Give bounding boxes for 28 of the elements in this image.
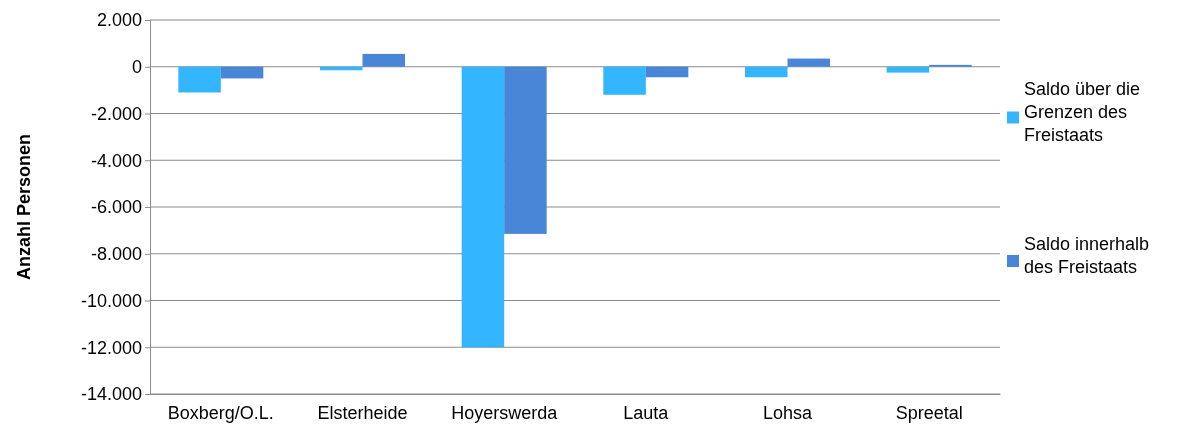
x-tick-label: Lauta <box>623 402 670 423</box>
y-tick-label: -2.000 <box>90 103 142 124</box>
y-tick-label: -12.000 <box>80 337 142 358</box>
y-axis-title: Anzahl Personen <box>14 133 34 281</box>
bar <box>220 66 264 79</box>
bar <box>178 66 221 93</box>
y-tick-label: -10.000 <box>80 290 142 311</box>
bar <box>787 58 830 67</box>
x-tick-label: Elsterheide <box>317 402 408 423</box>
bar <box>504 66 547 234</box>
legend-label: Saldo innerhalb des Freistaats <box>1024 234 1150 277</box>
bar <box>886 66 930 73</box>
y-tick-label: -8.000 <box>90 244 142 265</box>
x-tick-label: Hoyerswerda <box>451 402 559 423</box>
y-tick-label: -4.000 <box>90 150 142 171</box>
legend-label: Saldo über die Grenzen des Freistaats <box>1024 79 1141 145</box>
bar <box>645 66 689 78</box>
y-tick-label: -6.000 <box>90 197 142 218</box>
x-tick-label: Lohsa <box>762 402 814 423</box>
x-tick-label: Spreetal <box>895 402 963 423</box>
bar <box>461 66 505 348</box>
y-tick-label: 2.000 <box>96 10 142 31</box>
bar <box>745 66 788 78</box>
y-tick-label: -14.000 <box>80 384 142 405</box>
bar <box>603 66 646 95</box>
x-tick-label: Boxberg/O.L. <box>167 402 274 423</box>
bar <box>362 53 405 67</box>
y-tick-label: 0 <box>131 57 142 78</box>
